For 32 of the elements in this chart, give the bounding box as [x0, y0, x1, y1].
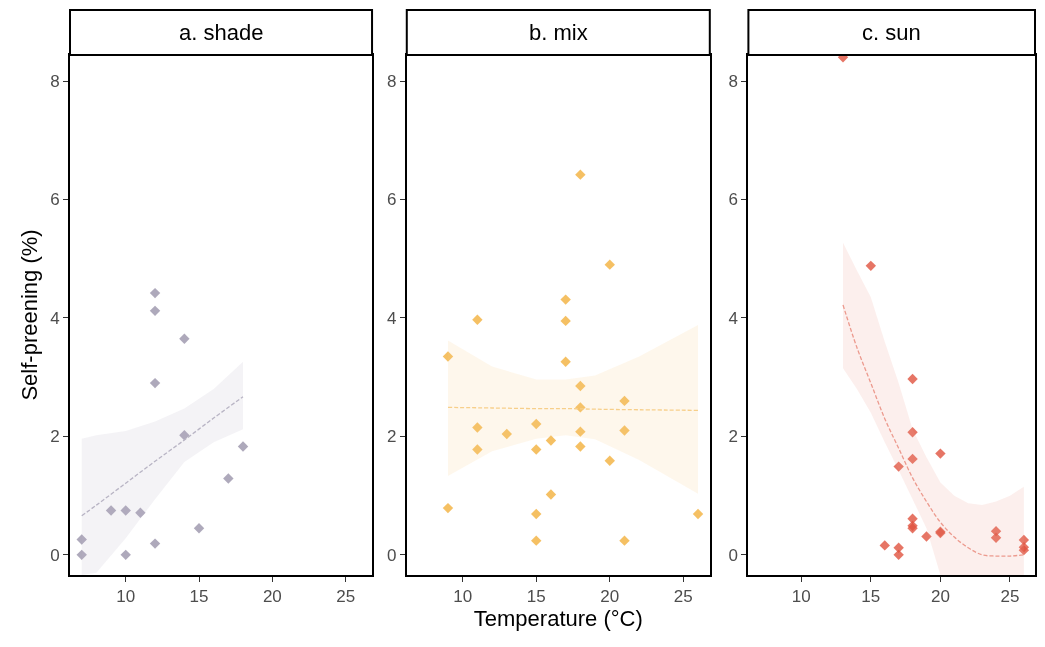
chart-title: c. sun — [862, 20, 921, 45]
y-tick-label: 6 — [728, 190, 738, 210]
x-tick-label: 20 — [600, 587, 620, 607]
x-tick-label: 25 — [336, 587, 356, 607]
y-tick-label: 2 — [50, 427, 60, 447]
x-tick-label: 20 — [930, 587, 950, 607]
x-tick-label: 15 — [526, 587, 546, 607]
y-tick-label: 4 — [728, 308, 738, 328]
y-tick-label: 2 — [728, 427, 738, 447]
y-tick-label: 8 — [386, 72, 397, 92]
chart-title: b. mix — [529, 20, 588, 45]
y-tick-label: 0 — [386, 545, 397, 565]
x-tick-label: 25 — [1000, 587, 1020, 607]
x-tick-label: 10 — [116, 587, 136, 607]
x-tick-label: 10 — [791, 587, 811, 607]
x-tick-label: 15 — [861, 587, 881, 607]
x-tick-label: 15 — [189, 587, 209, 607]
y-axis-title: Self-preening (%) — [17, 229, 43, 401]
x-tick-label: 10 — [453, 587, 473, 607]
y-tick-label: 2 — [386, 427, 397, 447]
x-tick-label: 25 — [673, 587, 693, 607]
y-tick-label: 8 — [728, 72, 738, 92]
y-tick-label: 6 — [50, 190, 60, 210]
x-tick-label: 20 — [262, 587, 282, 607]
y-tick-label: 0 — [50, 545, 60, 565]
y-tick-label: 4 — [386, 308, 397, 328]
chart-title: a. shade — [179, 20, 264, 45]
y-tick-label: 6 — [386, 190, 397, 210]
y-tick-label: 4 — [50, 308, 60, 328]
y-tick-label: 8 — [50, 72, 60, 92]
y-tick-label: 0 — [728, 545, 738, 565]
x-axis-title: Temperature (°C) — [473, 606, 643, 632]
